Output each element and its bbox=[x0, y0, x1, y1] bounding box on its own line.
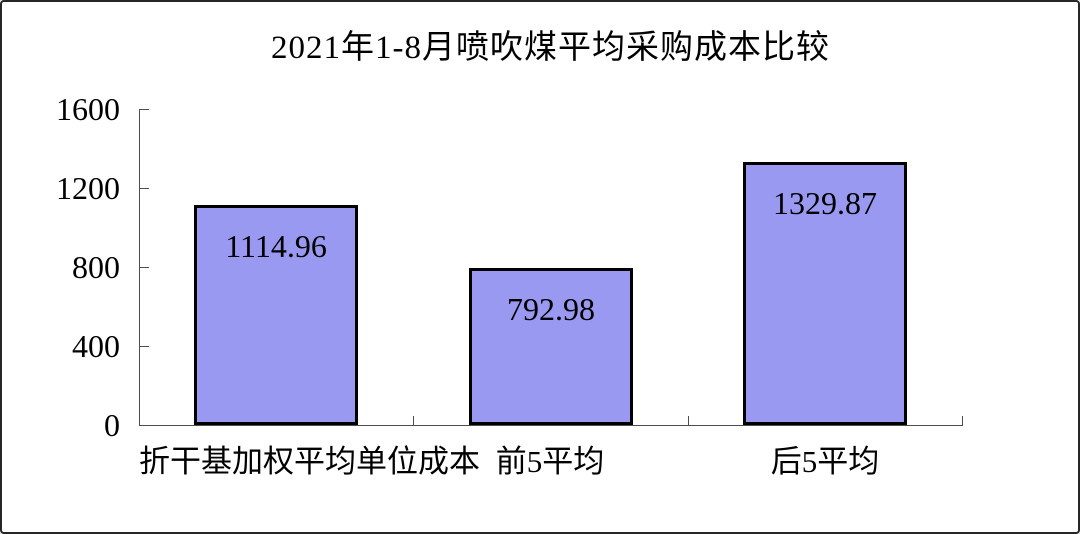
x-axis-category-label: 前5平均 bbox=[495, 444, 605, 479]
x-axis-tick-mark bbox=[688, 416, 689, 425]
bar-value-label: 792.98 bbox=[507, 291, 595, 327]
x-axis-tick-mark bbox=[962, 416, 963, 425]
bar-2: 792.98 bbox=[469, 268, 633, 425]
plot-area bbox=[139, 109, 963, 426]
bar-value-label: 1114.96 bbox=[225, 228, 327, 264]
bar-1: 1114.96 bbox=[194, 205, 358, 425]
x-axis-tick-mark bbox=[413, 416, 414, 425]
y-axis-tick-label: 1600 bbox=[56, 91, 120, 127]
y-axis-tick-mark bbox=[140, 188, 149, 189]
chart-title: 2021年1-8月喷吹煤平均采购成本比较 bbox=[271, 30, 830, 66]
y-axis-tick-label: 800 bbox=[72, 249, 120, 285]
y-axis-tick-label: 400 bbox=[72, 328, 120, 364]
y-axis-tick-label: 0 bbox=[104, 407, 120, 443]
y-axis-tick-mark bbox=[140, 109, 149, 110]
y-axis-tick-label: 1200 bbox=[56, 170, 120, 206]
y-axis-tick-mark bbox=[140, 267, 149, 268]
bar-3: 1329.87 bbox=[743, 162, 907, 425]
x-axis-category-label: 折干基加权平均单位成本 bbox=[139, 444, 480, 479]
x-axis-category-label: 后5平均 bbox=[770, 444, 880, 479]
bar-value-label: 1329.87 bbox=[773, 185, 877, 221]
y-axis-tick-mark bbox=[140, 346, 149, 347]
